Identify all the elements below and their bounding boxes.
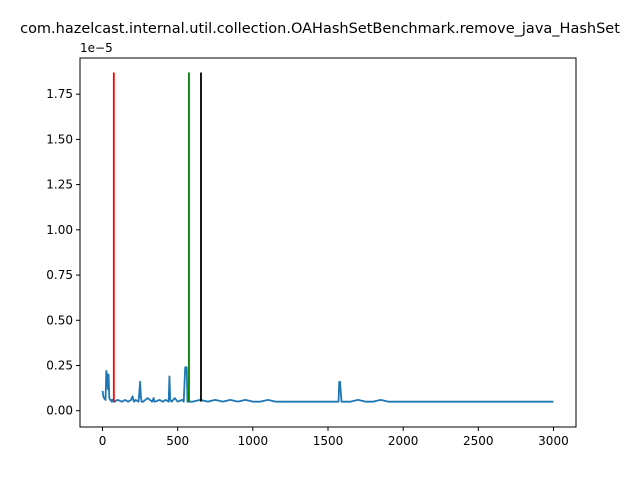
x-tick-label: 1000 [238, 434, 269, 448]
axes-frame [79, 57, 577, 428]
x-tick-label: 3000 [538, 434, 569, 448]
x-tick-label: 1500 [313, 434, 344, 448]
y-tick-label: 1.25 [46, 178, 73, 192]
y-tick-label: 1.75 [46, 87, 73, 101]
x-tick-label: 2500 [463, 434, 494, 448]
plot-area [101, 72, 554, 403]
y-axis-offset-label: 1e−5 [80, 41, 113, 55]
chart-title: com.hazelcast.internal.util.collection.O… [20, 21, 620, 37]
y-axis: 0.00 0.25 0.50 0.75 1.00 1.25 1.50 1.75 [46, 87, 80, 418]
y-tick-label: 0.75 [46, 268, 73, 282]
x-tick-label: 500 [166, 434, 189, 448]
y-tick-label: 1.00 [46, 223, 73, 237]
x-axis: 0 500 1000 1500 2000 2500 3000 [99, 427, 569, 448]
y-tick-label: 1.50 [46, 132, 73, 146]
y-tick-label: 0.25 [46, 359, 73, 373]
x-tick-label: 0 [99, 434, 107, 448]
y-tick-label: 0.00 [46, 404, 73, 418]
y-tick-label: 0.50 [46, 313, 73, 327]
x-tick-label: 2000 [388, 434, 419, 448]
series-line-0 [101, 366, 554, 403]
